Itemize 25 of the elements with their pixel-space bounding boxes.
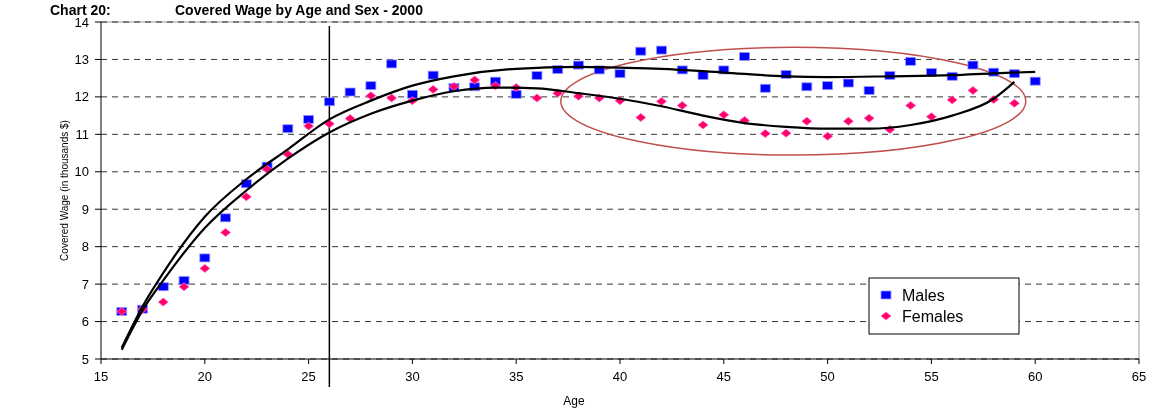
x-tick-label: 30 <box>405 369 420 384</box>
legend-label: Males <box>902 286 945 304</box>
y-tick-label: 8 <box>81 239 89 255</box>
x-tick-label: 55 <box>924 369 939 384</box>
y-tick-label: 13 <box>74 51 89 67</box>
x-tick-label: 15 <box>93 369 109 384</box>
x-tick-label: 25 <box>301 369 316 384</box>
x-tick-label: 65 <box>1131 369 1147 384</box>
legend-label: Females <box>902 307 964 325</box>
y-tick-label: 5 <box>81 351 89 367</box>
x-tick-label: 35 <box>508 369 524 384</box>
y-axis-title: Covered Wage (in thousands $) <box>59 120 70 261</box>
y-tick-label: 6 <box>81 314 89 330</box>
y-tick-label: 10 <box>74 164 89 180</box>
y-tick-label: 7 <box>81 276 89 292</box>
x-axis-title: Age <box>563 394 585 408</box>
x-tick-label: 40 <box>612 369 628 384</box>
y-tick-label: 12 <box>74 89 89 105</box>
y-tick-label: 11 <box>75 126 89 142</box>
chart-subtitle: Covered Wage by Age and Sex - 2000 <box>175 2 424 18</box>
y-tick-label: 9 <box>81 201 89 217</box>
x-tick-label: 45 <box>716 369 732 384</box>
x-tick-label: 50 <box>820 369 835 384</box>
x-tick-label: 20 <box>197 369 213 384</box>
x-tick-label: 60 <box>1027 369 1043 384</box>
